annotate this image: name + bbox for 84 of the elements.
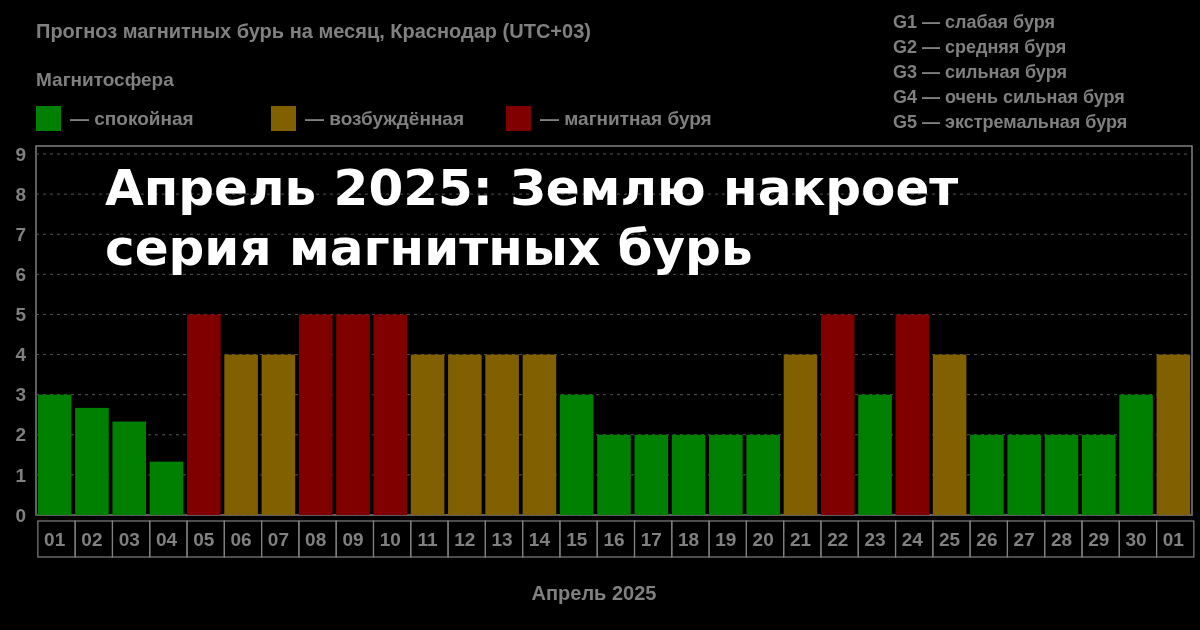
bar [224, 354, 258, 515]
x-tick-label: 30 [1125, 529, 1147, 550]
bar [1081, 434, 1116, 515]
bar [373, 314, 408, 515]
x-tick-label: 03 [118, 529, 140, 550]
x-tick-label: 17 [640, 529, 662, 550]
x-tick-label: 23 [864, 529, 886, 550]
bar [746, 434, 780, 515]
y-tick-label: 0 [15, 504, 26, 526]
x-tick-label: 04 [155, 529, 178, 550]
x-tick-label: 14 [528, 529, 551, 550]
text: G4 — очень сильная буря [893, 87, 1125, 107]
x-tick-label: 02 [81, 529, 103, 550]
bar [187, 314, 221, 515]
x-tick-label: 21 [789, 529, 812, 550]
text: G3 — сильная буря [893, 62, 1067, 82]
bar [75, 407, 109, 515]
x-tick-label: 26 [976, 529, 998, 550]
x-tick-label: 13 [491, 529, 513, 550]
bar [522, 354, 557, 515]
y-tick-label: 9 [15, 143, 26, 165]
x-tick-label: 25 [939, 529, 961, 550]
x-tick-label: 10 [379, 529, 401, 550]
x-tick-label: 01 [44, 529, 66, 550]
bar [37, 394, 72, 515]
bar [1119, 394, 1153, 515]
bar [895, 314, 930, 515]
bar [709, 434, 743, 515]
x-tick-label: 09 [342, 529, 364, 550]
bar [559, 394, 594, 515]
bar [112, 421, 147, 515]
x-tick-label: 08 [305, 529, 327, 550]
legend-title: Магнитосфера [36, 69, 175, 90]
bar [858, 394, 892, 515]
bar [970, 434, 1004, 515]
x-tick-label: 18 [678, 529, 700, 550]
bar [671, 434, 706, 515]
x-tick-label: 12 [454, 529, 476, 550]
bar [1007, 434, 1041, 515]
chart-title: Прогноз магнитных бурь на месяц, Краснодар (UTC+03) [36, 20, 591, 42]
bar [820, 314, 855, 515]
text: G1 — слабая буря [893, 12, 1056, 32]
legend-label: — магнитная буря [540, 108, 712, 129]
x-tick-label: 01 [1162, 529, 1185, 550]
x-tick-label: 19 [715, 529, 737, 550]
x-tick-label: 28 [1050, 529, 1073, 550]
bar [485, 354, 519, 515]
y-tick-label: 7 [15, 223, 26, 245]
x-tick-label: 27 [1013, 529, 1035, 550]
x-tick-label: 24 [901, 529, 924, 550]
bar [448, 354, 482, 515]
y-tick-label: 5 [15, 304, 27, 326]
text: Апрель 2025: Землю накроет серия магнитных бурь [105, 159, 959, 277]
y-tick-label: 1 [15, 464, 27, 486]
text: G2 — средняя буря [893, 37, 1067, 57]
bar [932, 354, 967, 515]
y-tick-label: 2 [15, 424, 26, 446]
x-tick-label: 29 [1088, 529, 1110, 550]
legend-label: — возбуждённая [305, 108, 465, 129]
legend-label: — спокойная [70, 108, 194, 129]
bar [783, 354, 818, 515]
text: G5 — экстремальная буря [893, 112, 1128, 132]
bar [336, 314, 370, 515]
x-tick-label: 20 [752, 529, 774, 550]
bar [634, 434, 669, 515]
y-tick-label: 8 [15, 183, 26, 205]
x-tick-label: 05 [193, 529, 215, 550]
bar [149, 461, 184, 515]
bar [410, 354, 445, 515]
y-tick-label: 3 [15, 384, 26, 406]
x-tick-label: 15 [566, 529, 588, 550]
bar [1044, 434, 1079, 515]
bar [597, 434, 631, 515]
x-tick-label: 16 [603, 529, 625, 550]
x-tick-label: 06 [230, 529, 252, 550]
x-tick-label: 22 [827, 529, 849, 550]
bar [261, 354, 296, 515]
x-axis-title: Апрель 2025 [531, 582, 657, 604]
bar [1156, 354, 1191, 515]
x-tick-label: 11 [417, 529, 439, 550]
x-tick-label: 07 [267, 529, 289, 550]
bar [298, 314, 333, 515]
y-tick-label: 4 [15, 344, 27, 366]
y-tick-label: 6 [15, 264, 26, 285]
